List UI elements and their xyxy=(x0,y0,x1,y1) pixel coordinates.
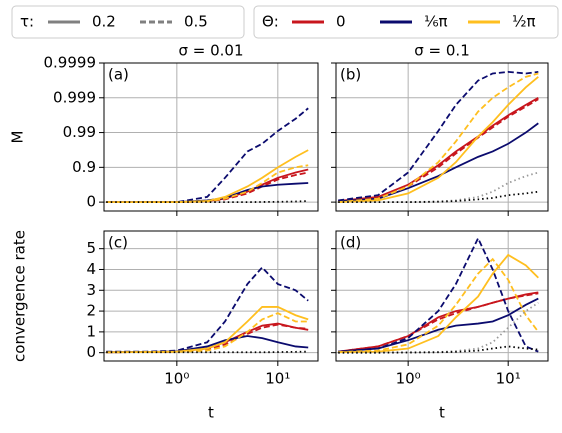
panel-label: (b) xyxy=(340,66,361,84)
legend-label: 0 xyxy=(336,13,346,31)
series-line xyxy=(338,297,539,353)
x-axis-label: t xyxy=(439,404,445,422)
plot-area xyxy=(104,231,318,361)
legend-label: 0.5 xyxy=(184,13,208,31)
x-tick-label: 10¹ xyxy=(265,370,290,388)
series-line xyxy=(338,96,539,202)
y-tick-label: 0 xyxy=(86,343,96,361)
series-line xyxy=(338,345,539,354)
x-tick-label: 10⁰ xyxy=(164,370,189,388)
plot-area xyxy=(104,63,318,211)
y-tick-label: 2 xyxy=(86,302,96,320)
axes-frame xyxy=(335,62,549,212)
panel-label: (a) xyxy=(108,66,129,84)
series-line xyxy=(106,350,309,354)
axes-frame xyxy=(103,62,319,212)
panel-title: σ = 0.1 xyxy=(414,42,469,60)
series-line xyxy=(338,236,539,353)
series-line xyxy=(338,76,539,204)
x-tick-label: 10⁰ xyxy=(396,370,421,388)
legend-box xyxy=(11,5,245,39)
y-tick-label: 0.99 xyxy=(63,123,96,141)
legend-label: ½π xyxy=(512,13,536,31)
plot-area xyxy=(336,63,548,211)
series-line xyxy=(338,257,540,353)
y-tick-label: 1 xyxy=(86,322,96,340)
x-axis-label: t xyxy=(208,404,214,422)
legend-symbol: Θ: xyxy=(262,13,279,31)
y-axis-label: convergence rate xyxy=(11,230,29,362)
series-line xyxy=(338,253,539,354)
series-line xyxy=(338,72,539,204)
series-line xyxy=(338,190,539,204)
legend-label: 0.2 xyxy=(92,13,116,31)
plot-area xyxy=(336,231,548,361)
panel-label: (d) xyxy=(340,234,361,252)
y-axis-label: M xyxy=(9,131,27,144)
x-tick-label: 10¹ xyxy=(496,370,521,388)
axes-frame xyxy=(335,230,549,362)
axes-frame xyxy=(103,230,319,362)
series-line xyxy=(338,292,539,353)
y-tick-label: 0.999 xyxy=(53,88,96,106)
panel-label: (c) xyxy=(108,234,128,252)
legend-label: ⅙π xyxy=(424,13,448,31)
legend-symbol: τ: xyxy=(20,13,34,31)
y-tick-label: 0.9999 xyxy=(44,54,97,72)
y-tick-label: 3 xyxy=(86,281,96,299)
series-line xyxy=(338,70,539,202)
y-tick-label: 4 xyxy=(86,260,96,278)
y-tick-label: 0.9 xyxy=(72,158,96,176)
panel-title: σ = 0.01 xyxy=(178,42,243,60)
series-line xyxy=(106,200,309,204)
y-tick-label: 5 xyxy=(86,239,96,257)
y-tick-label: 0 xyxy=(86,193,96,211)
